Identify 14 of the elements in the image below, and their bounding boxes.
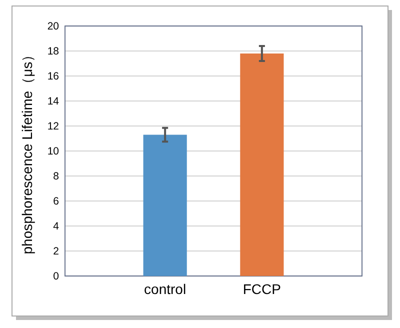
y-axis-title: phosphorescence Lifetime（μs） (19, 48, 35, 254)
y-tick-label: 16 (47, 70, 60, 83)
y-tick-label: 14 (47, 96, 60, 108)
x-tick-label: FCCP (242, 281, 281, 297)
y-tick-label: 2 (53, 246, 60, 258)
y-tick-label: 18 (47, 46, 60, 58)
y-tick-label: 10 (47, 146, 60, 158)
y-tick-label: 8 (53, 170, 60, 183)
y-tick-label: 6 (53, 196, 60, 208)
y-tick-label: 12 (47, 120, 60, 133)
y-tick-label: 0 (53, 270, 60, 283)
x-tick-label: control (144, 281, 186, 297)
y-tick-label: 20 (47, 20, 60, 33)
y-tick-label: 4 (53, 220, 60, 233)
